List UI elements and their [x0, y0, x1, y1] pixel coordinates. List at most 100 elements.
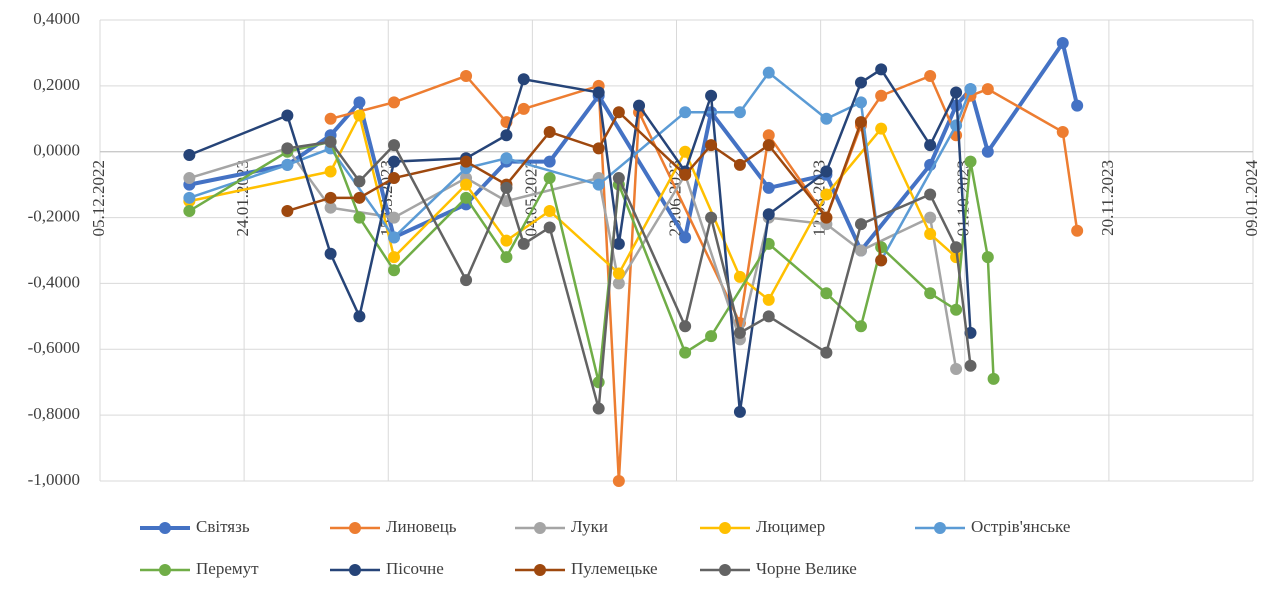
data-point — [733, 158, 746, 171]
data-point — [964, 83, 977, 96]
legend-item: Пісочне — [330, 559, 444, 578]
data-point — [679, 231, 692, 244]
data-point — [981, 145, 994, 158]
data-point — [543, 204, 556, 217]
legend-label: Острів'янське — [971, 517, 1070, 536]
data-point — [950, 86, 963, 99]
data-point — [500, 152, 513, 165]
data-point — [592, 142, 605, 155]
legend-label: Перемут — [196, 559, 259, 578]
data-point — [762, 293, 775, 306]
data-point — [762, 208, 775, 221]
data-point — [324, 112, 337, 125]
data-point — [388, 172, 401, 185]
data-point — [875, 241, 888, 254]
data-point — [460, 155, 473, 168]
data-point — [612, 237, 625, 250]
data-point — [324, 201, 337, 214]
data-point — [324, 135, 337, 148]
legend-label: Луки — [571, 517, 608, 536]
legend-marker — [349, 564, 361, 576]
data-point — [705, 330, 718, 343]
legend-marker — [349, 522, 361, 534]
data-point — [612, 106, 625, 119]
data-point — [733, 405, 746, 418]
data-point — [633, 99, 646, 112]
legend-item: Пулемецьке — [515, 559, 658, 578]
x-tick-label: 05.12.2022 — [89, 160, 108, 237]
legend-marker — [934, 522, 946, 534]
data-point — [1071, 99, 1084, 112]
data-point — [820, 188, 833, 201]
data-point — [388, 231, 401, 244]
data-point — [500, 234, 513, 247]
data-point — [281, 204, 294, 217]
data-point — [353, 96, 366, 109]
legend-label: Линовець — [386, 517, 457, 536]
data-point — [964, 359, 977, 372]
data-point — [500, 129, 513, 142]
legend-item: Люцимер — [700, 517, 825, 536]
data-point — [733, 326, 746, 339]
data-point — [388, 139, 401, 152]
data-point — [281, 142, 294, 155]
data-point — [388, 96, 401, 109]
data-point — [353, 175, 366, 188]
data-point — [460, 191, 473, 204]
data-point — [324, 191, 337, 204]
data-point — [353, 310, 366, 323]
data-point — [353, 211, 366, 224]
legend-marker — [534, 564, 546, 576]
data-point — [183, 204, 196, 217]
data-point — [820, 287, 833, 300]
data-point — [875, 89, 888, 102]
data-point — [854, 96, 867, 109]
data-point — [733, 270, 746, 283]
data-point — [592, 178, 605, 191]
y-tick-label: -0,2000 — [28, 206, 80, 225]
data-point — [875, 63, 888, 76]
data-point — [854, 244, 867, 257]
legend-marker — [719, 564, 731, 576]
data-point — [460, 69, 473, 82]
data-point — [854, 116, 867, 129]
data-point — [500, 251, 513, 264]
data-point — [612, 277, 625, 290]
data-point — [183, 172, 196, 185]
data-point — [500, 181, 513, 194]
x-tick-label: 09.01.2024 — [1242, 160, 1261, 237]
data-point — [353, 191, 366, 204]
data-point — [679, 168, 692, 181]
data-point — [950, 363, 963, 376]
data-point — [820, 346, 833, 359]
y-tick-label: 0,2000 — [33, 75, 80, 94]
data-point — [679, 346, 692, 359]
y-tick-label: -0,4000 — [28, 272, 80, 291]
data-point — [820, 211, 833, 224]
data-point — [183, 191, 196, 204]
data-point — [388, 264, 401, 277]
data-point — [762, 139, 775, 152]
data-point — [964, 155, 977, 168]
data-point — [517, 237, 530, 250]
legend-item: Острів'янське — [915, 517, 1070, 536]
data-point — [950, 241, 963, 254]
data-point — [281, 109, 294, 122]
data-point — [1071, 224, 1084, 237]
data-point — [924, 287, 937, 300]
legend-label: Чорне Велике — [756, 559, 857, 578]
legend-marker — [159, 564, 171, 576]
legend-label: Світязь — [196, 517, 250, 536]
data-point — [460, 178, 473, 191]
data-point — [543, 125, 556, 138]
data-point — [875, 122, 888, 135]
data-point — [924, 211, 937, 224]
legend-item: Луки — [515, 517, 608, 536]
data-point — [762, 129, 775, 142]
data-point — [705, 211, 718, 224]
data-point — [281, 158, 294, 171]
data-point — [987, 372, 1000, 385]
legend-label: Пулемецьке — [571, 559, 658, 578]
y-tick-label: -1,0000 — [28, 470, 80, 489]
